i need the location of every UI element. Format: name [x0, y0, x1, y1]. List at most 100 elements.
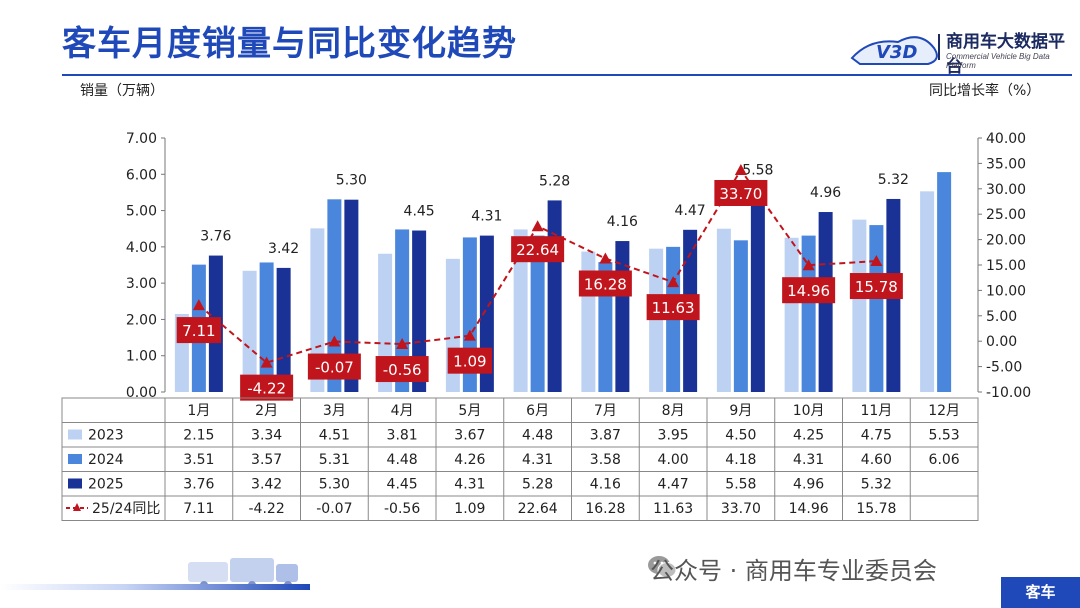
yoy-value-label: 11.63 — [652, 299, 695, 317]
bar-2024 — [937, 172, 952, 392]
bar-value-label: 5.30 — [336, 173, 367, 189]
table-cell: 4.26 — [454, 452, 485, 468]
yoy-marker — [734, 164, 747, 176]
right-tick-label: -5.00 — [986, 360, 1022, 376]
table-cell: 4.47 — [658, 477, 689, 493]
yoy-value-label: -4.22 — [247, 380, 286, 398]
yoy-label-box — [714, 180, 768, 207]
yoy-label-box — [375, 356, 429, 383]
footer-brand: 公众号 · 商用车专业委员会 — [650, 557, 937, 585]
bar-2023 — [513, 229, 528, 392]
left-tick-label: 1.00 — [126, 349, 157, 365]
table-cell: 3.42 — [251, 477, 282, 493]
yoy-label-box — [782, 277, 836, 304]
bar-value-label: 5.32 — [878, 172, 909, 188]
yoy-label-box — [646, 294, 700, 321]
table-cell: 4.31 — [522, 452, 553, 468]
bar-2025 — [276, 267, 291, 392]
bar-2024 — [530, 235, 545, 392]
table-cell: 4.50 — [725, 428, 756, 444]
legend-series-name: 2023 — [88, 428, 124, 444]
table-cell: 4.60 — [861, 452, 892, 468]
yoy-value-label: 16.28 — [584, 275, 627, 293]
left-tick-label: 4.00 — [126, 240, 157, 256]
logo-subtitle: Commercial Vehicle Big Data Platform — [946, 52, 1050, 70]
bar-2024 — [259, 262, 274, 392]
table-cell: 3.76 — [183, 477, 214, 493]
bar-2025 — [344, 199, 359, 392]
right-tick-label: -10.00 — [986, 385, 1031, 401]
table-cell: 3.58 — [590, 452, 621, 468]
table-cell: 3.67 — [454, 428, 485, 444]
month-label: 9月 — [729, 403, 752, 419]
table-cell: 5.32 — [861, 477, 892, 493]
yoy-marker — [463, 329, 476, 341]
left-tick-label: 0.00 — [126, 385, 157, 401]
table-cell: 4.48 — [387, 452, 418, 468]
bar-2024 — [869, 225, 884, 392]
left-tick-label: 2.00 — [126, 312, 157, 328]
yoy-value-label: 33.70 — [719, 185, 762, 203]
yoy-label-box — [511, 236, 565, 263]
table-cell: 11.63 — [653, 501, 693, 517]
bar-2024 — [733, 240, 748, 392]
left-tick-label: 7.00 — [126, 131, 157, 147]
yoy-label-box — [849, 273, 903, 300]
table-cell: 3.34 — [251, 428, 282, 444]
bar-2023 — [920, 191, 935, 392]
table-cell: -0.07 — [316, 501, 352, 517]
table-cell: 22.64 — [518, 501, 558, 517]
table-cell: 33.70 — [721, 501, 761, 517]
table-cell: 5.31 — [319, 452, 350, 468]
legend-swatch-2025 — [68, 478, 82, 489]
table-cell: 2.15 — [183, 428, 214, 444]
table-cell: 4.00 — [658, 452, 689, 468]
month-label: 11月 — [860, 403, 892, 419]
bar-2023 — [310, 228, 325, 392]
yoy-marker — [531, 220, 544, 232]
bar-2023 — [242, 270, 257, 392]
yoy-marker — [802, 259, 815, 271]
left-tick-label: 3.00 — [126, 276, 157, 292]
logo-mark-text: V3D — [876, 42, 917, 63]
bar-2025 — [412, 230, 427, 392]
yoy-marker — [328, 335, 341, 347]
legend-swatch-2023 — [68, 429, 82, 440]
table-cell: -4.22 — [249, 501, 285, 517]
table-cell: 3.57 — [251, 452, 282, 468]
yoy-marker — [599, 252, 612, 264]
table-cell: 6.06 — [929, 452, 960, 468]
bar-2025 — [547, 200, 562, 392]
title-divider — [62, 74, 1072, 76]
bar-2023 — [716, 228, 731, 392]
right-tick-label: 30.00 — [986, 182, 1026, 198]
bar-value-label: 4.96 — [810, 185, 841, 201]
yoy-marker — [667, 276, 680, 288]
yoy-marker — [260, 356, 273, 368]
right-tick-label: 35.00 — [986, 156, 1026, 172]
month-label: 7月 — [594, 403, 617, 419]
bar-value-label: 5.58 — [742, 163, 773, 179]
yoy-value-label: 7.11 — [182, 322, 215, 340]
v3d-logo-icon: V3D — [850, 34, 940, 65]
table-cell: 3.87 — [590, 428, 621, 444]
month-label: 1月 — [187, 403, 210, 419]
yoy-value-label: -0.07 — [315, 359, 354, 377]
table-cell: 14.96 — [789, 501, 829, 517]
legend-series-name: 25/24同比 — [92, 501, 160, 517]
table-cell: 4.96 — [793, 477, 824, 493]
bar-value-label: 4.45 — [404, 204, 435, 220]
bar-value-label: 3.76 — [200, 229, 231, 245]
yoy-label-box — [176, 317, 222, 344]
table-cell: 3.51 — [183, 452, 214, 468]
legend-swatch-2024 — [68, 454, 82, 464]
bar-2023 — [784, 237, 799, 392]
bar-2024 — [801, 235, 816, 392]
legend-marker-key — [73, 503, 81, 511]
right-tick-label: 0.00 — [986, 334, 1017, 350]
table-cell: 4.51 — [319, 428, 350, 444]
table-cell: 5.58 — [725, 477, 756, 493]
table-cell: 5.30 — [319, 477, 350, 493]
legend-series-name: 2025 — [88, 477, 124, 493]
